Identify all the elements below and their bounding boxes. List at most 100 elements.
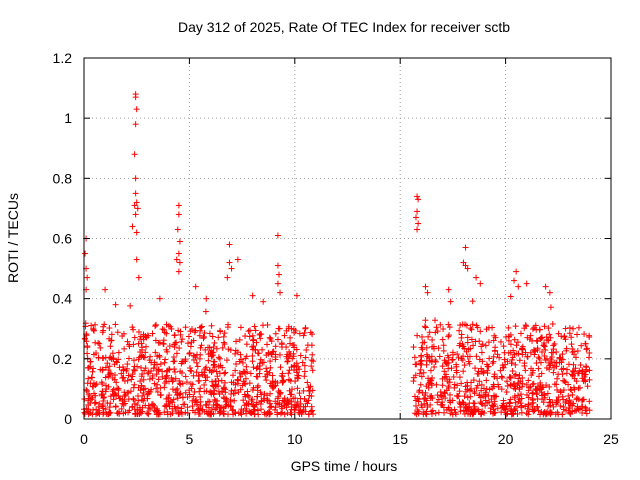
data-point — [421, 323, 428, 330]
data-point-peak — [462, 244, 469, 251]
data-point — [503, 389, 510, 396]
data-point — [586, 407, 593, 414]
data-point — [501, 349, 508, 356]
data-point — [563, 370, 570, 377]
data-point — [422, 317, 429, 324]
data-point — [456, 400, 463, 407]
data-point — [258, 406, 265, 413]
data-point — [418, 357, 425, 364]
data-point — [538, 396, 545, 403]
data-point-peak — [249, 292, 256, 299]
data-point — [565, 404, 572, 411]
data-point — [569, 391, 576, 398]
data-point — [574, 395, 581, 402]
data-point — [546, 331, 553, 338]
data-point — [243, 405, 250, 412]
data-point — [419, 333, 426, 340]
data-point — [558, 366, 565, 373]
data-point — [84, 350, 91, 357]
data-point — [425, 333, 432, 340]
data-point — [153, 321, 160, 328]
data-point — [120, 401, 127, 408]
data-point — [499, 374, 506, 381]
data-point — [89, 368, 96, 375]
data-point — [420, 395, 427, 402]
data-point — [105, 373, 112, 380]
data-point — [297, 352, 304, 359]
data-point — [515, 398, 522, 405]
data-point — [268, 382, 275, 389]
data-point — [528, 365, 535, 372]
data-point — [281, 411, 288, 418]
data-point — [90, 390, 97, 397]
data-point — [259, 346, 266, 353]
data-point — [175, 410, 182, 417]
data-point — [151, 365, 158, 372]
data-point — [153, 385, 160, 392]
data-point — [267, 400, 274, 407]
data-point — [269, 348, 276, 355]
data-point — [527, 332, 534, 339]
data-point — [208, 322, 215, 329]
data-point — [491, 373, 498, 380]
data-point — [211, 396, 218, 403]
data-point — [172, 339, 179, 346]
data-point — [453, 363, 460, 370]
data-point — [277, 410, 284, 417]
data-point — [154, 361, 161, 368]
data-point — [164, 348, 171, 355]
data-point — [308, 408, 315, 415]
data-point — [229, 372, 236, 379]
data-point — [121, 345, 128, 352]
data-point — [292, 401, 299, 408]
data-point — [460, 368, 467, 375]
data-point — [571, 368, 578, 375]
data-point — [532, 347, 539, 354]
data-point — [284, 410, 291, 417]
data-point — [136, 410, 143, 417]
data-point — [545, 337, 552, 344]
data-point — [166, 343, 173, 350]
data-point — [434, 392, 441, 399]
data-point — [477, 328, 484, 335]
data-point — [435, 396, 442, 403]
data-point — [258, 331, 265, 338]
data-point — [116, 410, 123, 417]
data-point — [582, 371, 589, 378]
data-point — [92, 399, 99, 406]
data-point — [129, 324, 136, 331]
data-point — [176, 391, 183, 398]
data-point — [100, 327, 107, 334]
data-point — [512, 323, 519, 330]
data-point — [429, 374, 436, 381]
data-point — [506, 400, 513, 407]
data-point — [298, 409, 305, 416]
data-point — [179, 336, 186, 343]
data-point — [541, 408, 548, 415]
data-point — [131, 381, 138, 388]
data-point — [216, 355, 223, 362]
data-point — [568, 341, 575, 348]
data-point — [416, 370, 423, 377]
data-point — [540, 410, 547, 417]
data-point — [225, 346, 232, 353]
data-point — [577, 361, 584, 368]
data-point — [194, 363, 201, 370]
data-point — [491, 348, 498, 355]
data-point — [553, 349, 560, 356]
data-point — [152, 323, 159, 330]
data-point — [567, 386, 574, 393]
data-point — [147, 406, 154, 413]
data-point — [575, 385, 582, 392]
data-point — [278, 340, 285, 347]
data-point-peak — [174, 226, 181, 233]
data-point — [283, 344, 290, 351]
data-point — [173, 350, 180, 357]
data-point — [218, 377, 225, 384]
data-point — [300, 387, 307, 394]
data-point — [104, 360, 111, 367]
data-point — [284, 358, 291, 365]
data-point — [255, 382, 262, 389]
data-point-peak — [422, 283, 429, 290]
data-point — [91, 327, 98, 334]
